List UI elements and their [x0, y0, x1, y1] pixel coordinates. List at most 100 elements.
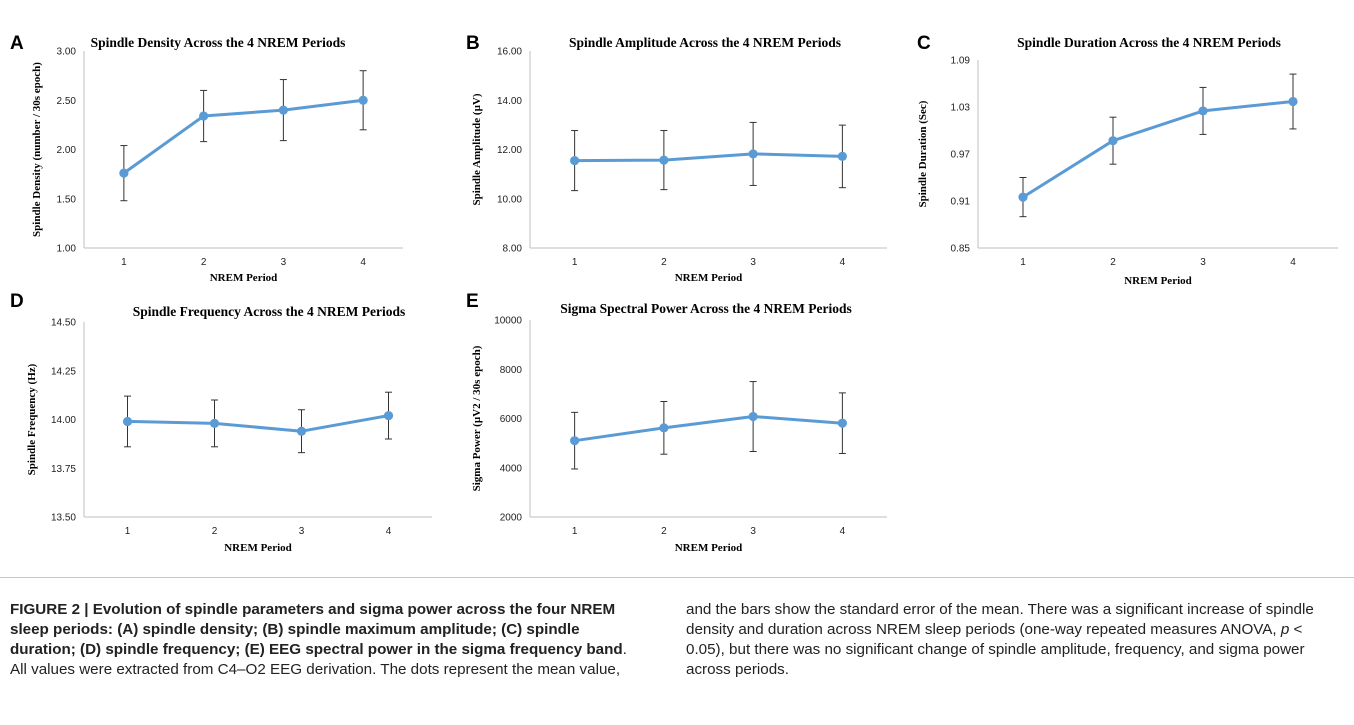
chart-title-a: Spindle Density Across the 4 NREM Period…: [91, 35, 346, 50]
y-axis-title-a: Spindle Density (number / 30s epoch): [31, 62, 43, 237]
y-tick-label-b-3: 14.00: [497, 96, 522, 107]
data-point-d-2: [296, 426, 307, 436]
x-tick-label-e-3: 4: [840, 526, 846, 537]
caption-right-text-end: < 0.05), but there was no significant ch…: [686, 621, 1305, 678]
series-line-b: [573, 152, 844, 163]
data-point-a-0: [119, 168, 129, 178]
x-tick-label-a-2: 3: [281, 257, 287, 268]
x-tick-label-b-0: 1: [572, 257, 578, 268]
y-tick-label-a-3: 2.50: [57, 96, 77, 107]
x-tick-label-a-0: 1: [121, 257, 127, 268]
figure-caption-right: and the bars show the standard error of …: [686, 600, 1336, 680]
y-tick-label-a-1: 1.50: [57, 194, 77, 205]
figure-caption-left: FIGURE 2 | Evolution of spindle paramete…: [10, 600, 638, 680]
data-point-b-2: [748, 149, 758, 159]
x-tick-label-e-1: 2: [661, 526, 667, 537]
data-point-b-1: [659, 155, 669, 165]
data-point-c-3: [1288, 96, 1298, 107]
y-tick-label-a-2: 2.00: [57, 145, 77, 156]
y-tick-label-d-2: 14.00: [51, 415, 76, 426]
x-tick-label-d-3: 4: [386, 526, 392, 537]
x-tick-label-c-1: 2: [1110, 257, 1116, 268]
x-tick-label-a-1: 2: [201, 257, 207, 268]
data-point-c-2: [1198, 106, 1208, 116]
data-point-e-3: [837, 418, 847, 428]
y-tick-label-e-4: 10000: [494, 316, 522, 327]
data-point-e-0: [570, 436, 580, 446]
x-tick-label-c-2: 3: [1200, 257, 1206, 268]
y-tick-label-d-4: 14.50: [51, 318, 76, 329]
x-tick-label-d-0: 1: [125, 526, 131, 537]
y-tick-label-c-3: 1.03: [951, 103, 971, 114]
data-point-a-1: [199, 111, 209, 121]
charts-canvas: A Spindle Density Across the 4 NREM Perio…: [10, 33, 1338, 554]
data-point-d-3: [383, 411, 394, 421]
x-tick-label-c-0: 1: [1020, 257, 1026, 268]
y-tick-label-e-1: 4000: [500, 463, 523, 474]
y-tick-label-d-3: 14.25: [51, 366, 76, 377]
chart-title-b: Spindle Amplitude Across the 4 NREM Peri…: [569, 35, 841, 50]
x-axis-title-e: NREM Period: [675, 542, 743, 554]
y-tick-label-e-2: 6000: [500, 414, 523, 425]
x-tick-label-b-3: 4: [840, 257, 846, 268]
chart-title-e: Sigma Spectral Power Across the 4 NREM P…: [560, 301, 852, 316]
x-tick-label-d-1: 2: [212, 526, 218, 537]
series-line-e: [573, 415, 844, 443]
panel-letter-a: A: [10, 33, 24, 54]
caption-divider: [0, 577, 1354, 578]
x-tick-label-b-1: 2: [661, 257, 667, 268]
y-tick-label-d-0: 13.50: [51, 513, 76, 524]
data-point-c-0: [1018, 192, 1028, 202]
chart-title-c: Spindle Duration Across the 4 NREM Perio…: [1017, 35, 1281, 50]
panel-letter-e: E: [466, 291, 479, 312]
y-axis-title-d: Spindle Frequency (Hz): [26, 363, 38, 475]
y-tick-label-d-1: 13.75: [51, 464, 76, 475]
x-tick-label-d-2: 3: [299, 526, 305, 537]
x-axis-title-c: NREM Period: [1124, 275, 1192, 287]
y-tick-label-b-4: 16.00: [497, 47, 522, 58]
panel-letter-d: D: [10, 291, 24, 312]
data-point-d-0: [122, 416, 133, 427]
y-tick-label-e-0: 2000: [500, 513, 523, 524]
y-tick-label-b-0: 8.00: [503, 244, 523, 255]
series-line-d: [126, 414, 390, 433]
chart-title-d: Spindle Frequency Across the 4 NREM Peri…: [133, 304, 406, 319]
panel-letter-b: B: [466, 33, 480, 54]
x-axis-title-a: NREM Period: [210, 272, 278, 284]
x-tick-label-e-2: 3: [750, 526, 756, 537]
data-point-c-1: [1108, 136, 1118, 146]
y-tick-label-e-3: 8000: [500, 365, 523, 376]
y-axis-title-b: Spindle Amplitude (µV): [471, 93, 483, 205]
data-point-b-3: [837, 151, 847, 161]
x-axis-title-d: NREM Period: [224, 542, 292, 554]
series-line-a: [122, 98, 365, 175]
data-point-e-1: [659, 423, 669, 433]
data-point-e-2: [748, 411, 758, 422]
x-axis-title-b: NREM Period: [675, 272, 743, 284]
x-tick-label-b-2: 3: [750, 257, 756, 268]
x-tick-label-e-0: 1: [572, 526, 578, 537]
y-tick-label-c-2: 0.97: [951, 150, 971, 161]
data-point-a-3: [358, 95, 368, 105]
series-line-c: [1021, 100, 1295, 199]
y-tick-label-b-2: 12.00: [497, 145, 522, 156]
y-tick-label-c-4: 1.09: [951, 56, 971, 67]
caption-right-text: and the bars show the standard error of …: [686, 601, 1314, 638]
x-tick-label-c-3: 4: [1290, 257, 1296, 268]
caption-left-text: . All values were extracted from C4–O2 E…: [10, 641, 627, 678]
y-tick-label-a-4: 3.00: [57, 47, 77, 58]
caption-p-symbol: p: [1280, 621, 1290, 638]
panel-letter-c: C: [917, 33, 931, 54]
data-point-a-2: [278, 105, 288, 115]
y-tick-label-c-0: 0.85: [951, 244, 971, 255]
data-point-b-0: [570, 155, 580, 166]
y-tick-label-a-0: 1.00: [57, 244, 77, 255]
y-tick-label-c-1: 0.91: [951, 197, 971, 208]
y-axis-title-c: Spindle Duration (Sec): [917, 100, 929, 207]
y-tick-label-b-1: 10.00: [497, 194, 522, 205]
x-tick-label-a-3: 4: [360, 257, 366, 268]
data-point-d-1: [209, 418, 220, 428]
y-axis-title-e: Sigma Power (µV2 / 30s epoch): [471, 345, 483, 491]
caption-bold-text: FIGURE 2 | Evolution of spindle paramete…: [10, 601, 623, 658]
